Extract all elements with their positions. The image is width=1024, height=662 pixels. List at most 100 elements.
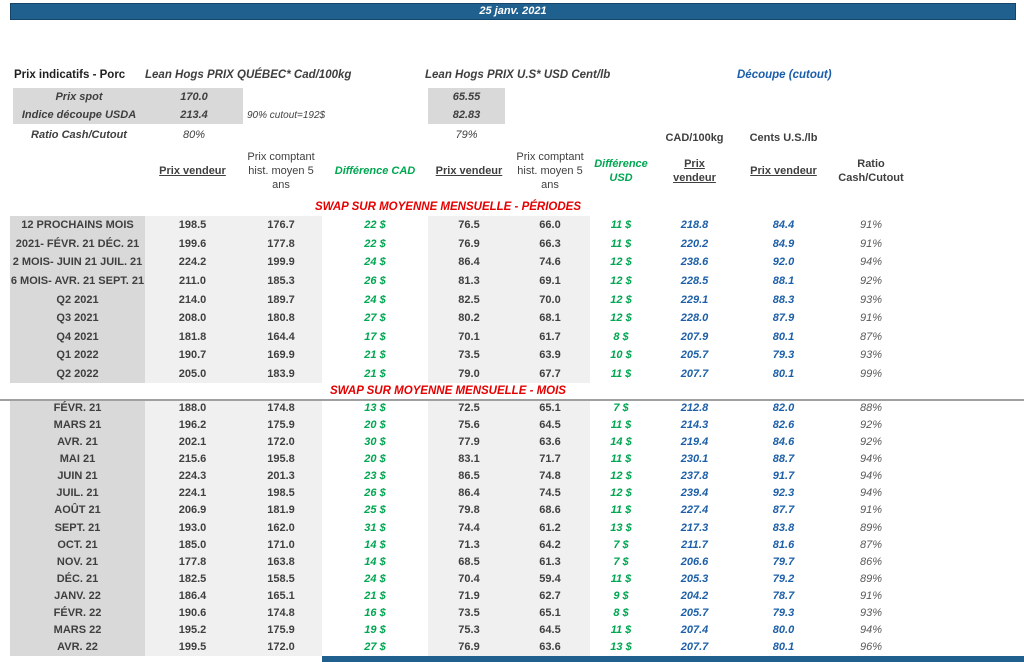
ratio-cash-cutout-cell[interactable]: 93% xyxy=(859,349,883,362)
us-prix-vendeur-cell[interactable]: 76.5 xyxy=(428,216,510,235)
ratio-cash-cutout-cell[interactable]: 94% xyxy=(859,624,883,637)
cutout-cad-cell[interactable]: 220.2 xyxy=(680,237,709,250)
difference-usd-cell[interactable]: 11 $ xyxy=(610,368,632,381)
difference-usd-cell[interactable]: 12 $ xyxy=(610,256,632,269)
ratio-cash-cutout-cell[interactable]: 94% xyxy=(859,470,883,483)
ratio-cash-cutout-cell[interactable]: 87% xyxy=(859,538,883,551)
us-prix-comptant-cell[interactable]: 74.8 xyxy=(510,467,590,485)
cad-prix-comptant-cell[interactable]: 162.0 xyxy=(240,519,322,537)
difference-cad-cell[interactable]: 20 $ xyxy=(364,418,386,431)
difference-usd-cell[interactable]: 11 $ xyxy=(610,504,632,517)
ratio-cash-cutout-cell[interactable]: 89% xyxy=(859,572,883,585)
cad-prix-vendeur-cell[interactable]: 205.0 xyxy=(145,364,240,384)
cad-prix-comptant-cell[interactable]: 181.9 xyxy=(240,501,322,519)
cutout-us-cell[interactable]: 79.2 xyxy=(772,572,795,585)
cad-prix-comptant-cell[interactable]: 185.3 xyxy=(240,271,322,291)
cutout-cad-cell[interactable]: 207.4 xyxy=(680,624,709,637)
ratio-cash-cutout-cell[interactable]: 88% xyxy=(859,401,883,414)
difference-cad-cell[interactable]: 24 $ xyxy=(364,572,386,585)
ratio-cash-cutout-cell[interactable]: 87% xyxy=(859,330,883,343)
difference-cad-cell[interactable]: 22 $ xyxy=(364,237,386,250)
cad-prix-vendeur-cell[interactable]: 190.6 xyxy=(145,604,240,622)
difference-cad-cell[interactable]: 26 $ xyxy=(364,275,386,288)
cutout-cad-cell[interactable]: 237.8 xyxy=(680,470,709,483)
us-prix-vendeur-cell[interactable]: 75.3 xyxy=(428,621,510,639)
cad-prix-comptant-cell[interactable]: 198.5 xyxy=(240,484,322,502)
difference-cad-cell[interactable]: 30 $ xyxy=(364,436,386,449)
difference-usd-cell[interactable]: 12 $ xyxy=(610,293,632,306)
difference-usd-cell[interactable]: 11 $ xyxy=(610,624,632,637)
cutout-us-cell[interactable]: 91.7 xyxy=(772,470,795,483)
cad-prix-vendeur-cell[interactable]: 188.0 xyxy=(145,399,240,417)
cad-prix-comptant-cell[interactable]: 172.0 xyxy=(240,638,322,656)
us-prix-comptant-cell[interactable]: 74.6 xyxy=(510,253,590,272)
difference-usd-cell[interactable]: 8 $ xyxy=(613,330,629,343)
difference-cad-cell[interactable]: 24 $ xyxy=(364,256,386,269)
usda-cutout-index-us-cell[interactable]: 82.83 xyxy=(428,106,505,124)
cad-prix-comptant-cell[interactable]: 199.9 xyxy=(240,253,322,272)
cutout-us-cell[interactable]: 84.6 xyxy=(772,436,795,449)
difference-usd-cell[interactable]: 12 $ xyxy=(610,470,632,483)
cutout-cad-cell[interactable]: 238.6 xyxy=(680,256,709,269)
ratio-cash-cutout-cell[interactable]: 96% xyxy=(859,641,883,654)
us-prix-comptant-cell[interactable]: 71.7 xyxy=(510,450,590,468)
cutout-cad-cell[interactable]: 214.3 xyxy=(680,418,709,431)
cutout-us-cell[interactable]: 87.7 xyxy=(772,504,795,517)
cad-prix-vendeur-cell[interactable]: 214.0 xyxy=(145,290,240,309)
ratio-cash-cutout-cell[interactable]: 92% xyxy=(859,275,883,288)
difference-usd-cell[interactable]: 12 $ xyxy=(610,312,632,325)
cutout-cad-cell[interactable]: 218.8 xyxy=(680,219,709,232)
cutout-us-cell[interactable]: 84.4 xyxy=(772,219,795,232)
difference-usd-cell[interactable]: 7 $ xyxy=(613,555,629,568)
cad-prix-vendeur-cell[interactable]: 177.8 xyxy=(145,553,240,571)
us-prix-vendeur-cell[interactable]: 70.4 xyxy=(428,570,510,588)
cad-prix-comptant-cell[interactable]: 174.8 xyxy=(240,604,322,622)
us-prix-comptant-cell[interactable]: 63.6 xyxy=(510,433,590,451)
cutout-us-cell[interactable]: 79.3 xyxy=(772,349,795,362)
us-prix-vendeur-cell[interactable]: 73.5 xyxy=(428,604,510,622)
us-prix-vendeur-cell[interactable]: 83.1 xyxy=(428,450,510,468)
us-prix-comptant-cell[interactable]: 68.6 xyxy=(510,501,590,519)
us-prix-comptant-cell[interactable]: 66.0 xyxy=(510,216,590,235)
cad-prix-vendeur-cell[interactable]: 186.4 xyxy=(145,587,240,605)
us-prix-vendeur-cell[interactable]: 74.4 xyxy=(428,519,510,537)
ratio-cash-cutout-cell[interactable]: 93% xyxy=(859,293,883,306)
cutout-cad-cell[interactable]: 239.4 xyxy=(680,487,709,500)
cutout-us-cell[interactable]: 82.0 xyxy=(772,401,795,414)
cad-prix-comptant-cell[interactable]: 176.7 xyxy=(240,216,322,235)
cutout-us-cell[interactable]: 88.7 xyxy=(772,453,795,466)
cutout-us-cell[interactable]: 80.1 xyxy=(772,330,795,343)
difference-cad-cell[interactable]: 22 $ xyxy=(364,219,386,232)
difference-usd-cell[interactable]: 12 $ xyxy=(610,487,632,500)
difference-cad-cell[interactable]: 21 $ xyxy=(364,589,386,602)
ratio-cash-cutout-cell[interactable]: 91% xyxy=(859,589,883,602)
cad-prix-vendeur-cell[interactable]: 224.3 xyxy=(145,467,240,485)
cutout-cad-cell[interactable]: 217.3 xyxy=(680,521,709,534)
cad-prix-comptant-cell[interactable]: 201.3 xyxy=(240,467,322,485)
cutout-cad-cell[interactable]: 211.7 xyxy=(681,538,708,551)
cutout-cad-cell[interactable]: 212.8 xyxy=(680,401,709,414)
us-prix-comptant-cell[interactable]: 69.1 xyxy=(510,271,590,291)
cad-prix-comptant-cell[interactable]: 163.8 xyxy=(240,553,322,571)
cutout-cad-cell[interactable]: 207.9 xyxy=(680,330,709,343)
cutout-cad-cell[interactable]: 219.4 xyxy=(680,436,709,449)
difference-usd-cell[interactable]: 13 $ xyxy=(610,641,632,654)
difference-cad-cell[interactable]: 31 $ xyxy=(364,521,386,534)
cad-prix-vendeur-cell[interactable]: 206.9 xyxy=(145,501,240,519)
cad-prix-comptant-cell[interactable]: 175.9 xyxy=(240,621,322,639)
us-prix-vendeur-cell[interactable]: 70.1 xyxy=(428,327,510,347)
difference-cad-cell[interactable]: 14 $ xyxy=(364,555,386,568)
cad-prix-comptant-cell[interactable]: 169.9 xyxy=(240,346,322,365)
cad-prix-vendeur-cell[interactable]: 193.0 xyxy=(145,519,240,537)
cutout-cad-cell[interactable]: 205.7 xyxy=(680,349,709,362)
cutout-cad-cell[interactable]: 228.5 xyxy=(680,275,709,288)
cad-prix-comptant-cell[interactable]: 165.1 xyxy=(240,587,322,605)
us-prix-vendeur-cell[interactable]: 79.8 xyxy=(428,501,510,519)
cad-prix-vendeur-cell[interactable]: 182.5 xyxy=(145,570,240,588)
cad-prix-vendeur-cell[interactable]: 215.6 xyxy=(145,450,240,468)
cutout-us-cell[interactable]: 81.6 xyxy=(772,538,795,551)
us-prix-vendeur-cell[interactable]: 77.9 xyxy=(428,433,510,451)
cutout-cad-cell[interactable]: 207.7 xyxy=(680,368,709,381)
cad-prix-comptant-cell[interactable]: 164.4 xyxy=(240,327,322,347)
us-prix-vendeur-cell[interactable]: 71.9 xyxy=(428,587,510,605)
